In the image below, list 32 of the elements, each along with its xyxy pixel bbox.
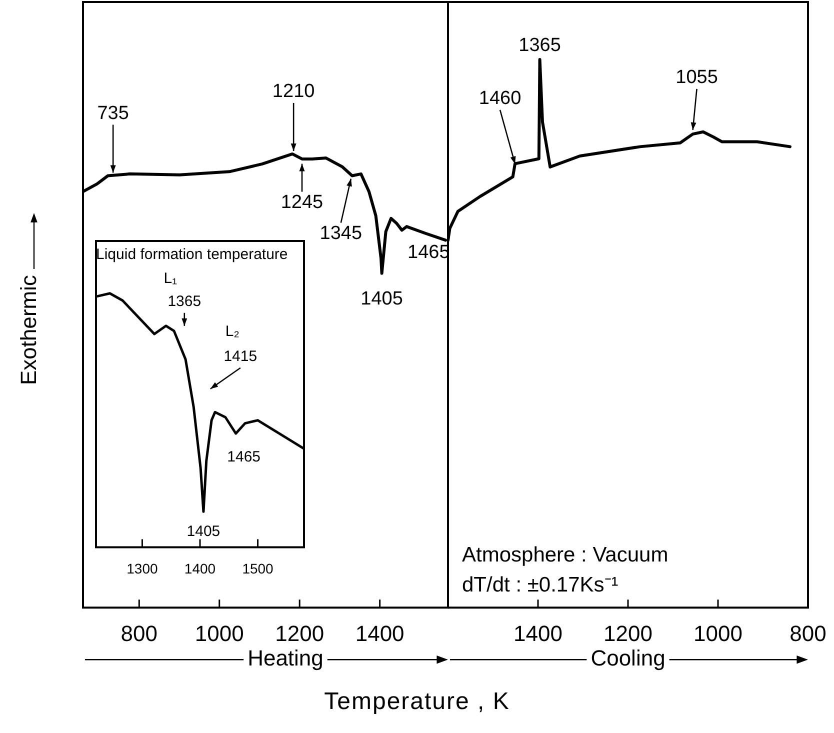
annotation: 1405 [360, 288, 403, 310]
x-tick-label: 1000 [694, 620, 742, 646]
x-tick-label: 1300 [126, 560, 158, 576]
x-tick-label: 1400 [355, 620, 404, 646]
x-tick-label: 1200 [275, 620, 324, 646]
annotation: 1210 [272, 81, 315, 102]
x-tick-label: 1400 [514, 620, 562, 646]
annotation: 1405 [186, 522, 220, 540]
annotation: Atmosphere : Vacuum [462, 544, 668, 567]
x-tick-label: 1200 [604, 620, 652, 646]
annotation: 1345 [320, 222, 362, 244]
x-tick-label: 1500 [242, 560, 274, 576]
annotation: 1055 [676, 67, 718, 88]
annotation: L₂ [225, 323, 240, 340]
annotation: dT/dt : ±0.17Ks⁻¹ [462, 574, 618, 597]
chart-title: Liquid formation temperature [96, 246, 288, 264]
text: Temperature , K [323, 688, 511, 716]
x-axis-title: Heating [248, 646, 324, 671]
x-tick-label: 1000 [194, 620, 244, 646]
annotation: 735 [97, 102, 129, 124]
annotation: 1415 [224, 348, 258, 366]
x-tick-label: 800 [790, 620, 826, 646]
annotation: 1365 [518, 34, 561, 56]
annotation: 1365 [168, 293, 202, 310]
x-tick-label: 1400 [184, 560, 216, 576]
y-axis-title: Exothermic [16, 274, 42, 386]
annotation: 1245 [280, 192, 324, 214]
annotation: L₁ [164, 270, 178, 288]
x-axis-title: Cooling [590, 646, 666, 671]
annotation: 1465 [227, 448, 261, 466]
x-tick-label: 800 [120, 620, 158, 646]
annotation: 1460 [478, 88, 522, 110]
